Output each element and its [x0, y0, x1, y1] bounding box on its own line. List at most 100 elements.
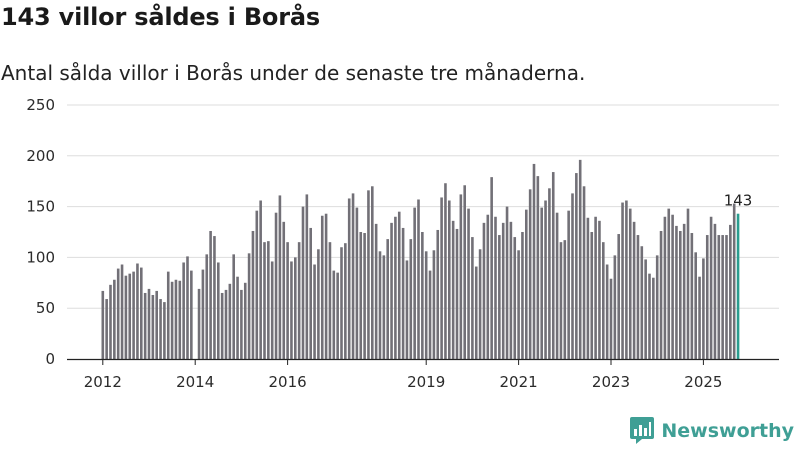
bar: [729, 224, 732, 359]
bar: [120, 264, 124, 359]
bar: [159, 299, 162, 359]
bar: [532, 163, 536, 359]
bar: [197, 288, 201, 359]
bar: [259, 200, 262, 359]
bar: [444, 183, 447, 359]
bar: [347, 198, 351, 359]
bar: [332, 270, 336, 359]
bar: [498, 235, 501, 359]
bar: [644, 259, 647, 359]
bar: [401, 227, 405, 359]
bar: [274, 212, 278, 359]
bar: [586, 217, 590, 359]
bar: [682, 223, 686, 359]
bar: [698, 276, 701, 359]
bar: [109, 284, 112, 359]
bar: [224, 289, 228, 359]
bar: [267, 241, 270, 359]
bar: [705, 235, 709, 359]
bar: [648, 273, 651, 359]
bar: [205, 254, 209, 359]
bar: [509, 221, 513, 359]
y-tick-label: 250: [26, 96, 55, 114]
bar: [166, 271, 170, 359]
bar: [163, 302, 166, 359]
bar: [551, 172, 555, 359]
bar: [540, 207, 543, 359]
bar: [679, 230, 682, 359]
bar: [367, 190, 370, 359]
bar: [702, 258, 705, 359]
x-tick-label: 2019: [407, 373, 445, 391]
bar: [732, 203, 736, 359]
bar: [471, 237, 474, 359]
x-tick-label: 2012: [84, 373, 122, 391]
bar: [405, 260, 409, 359]
bar: [590, 232, 594, 359]
bar: [505, 206, 509, 359]
bar: [297, 242, 301, 359]
bar: [659, 230, 663, 359]
bar: [575, 173, 578, 359]
bar: [628, 208, 632, 359]
bar: [436, 229, 440, 359]
bar: [232, 254, 235, 359]
bar: [671, 214, 674, 359]
bar: [136, 263, 139, 359]
bar: [217, 262, 220, 359]
bar: [178, 280, 182, 359]
bar: [494, 216, 497, 359]
bar: [282, 221, 286, 359]
chart-subtitle: Antal sålda villor i Borås under de sena…: [1, 61, 586, 85]
bar: [340, 247, 343, 359]
bar: [725, 235, 728, 359]
bar: [336, 272, 339, 359]
bar: [394, 216, 397, 359]
bar: [201, 269, 205, 359]
bar: [286, 242, 289, 359]
bar: [490, 177, 493, 359]
bar: [255, 210, 259, 359]
bar: [598, 220, 601, 359]
x-tick-label: 2021: [500, 373, 538, 391]
bar: [251, 230, 255, 359]
bar: [228, 283, 232, 359]
bar: [521, 232, 524, 359]
bar: [571, 193, 574, 359]
newsworthy-chart-icon: [630, 417, 655, 444]
bar: [582, 186, 586, 359]
bar: [486, 214, 490, 359]
bar: [113, 279, 116, 359]
bar: [501, 222, 505, 359]
bar: [459, 194, 463, 359]
bar: [440, 197, 443, 359]
bar: [525, 209, 528, 359]
bar: [301, 206, 305, 359]
bar: [243, 282, 247, 359]
bar: [640, 246, 644, 359]
bar: [713, 223, 717, 359]
bar: [240, 289, 243, 359]
brand-logo: Newsworthy: [630, 417, 794, 444]
y-tick-label: 200: [26, 147, 55, 165]
bar: [320, 215, 324, 359]
bar: [709, 216, 713, 359]
bar: [278, 195, 282, 359]
bar: [359, 232, 363, 359]
y-tick-label: 50: [36, 299, 55, 317]
bar: [344, 243, 347, 359]
bar: [478, 249, 482, 359]
bar: [690, 233, 694, 359]
bar: [528, 189, 532, 359]
bar: [421, 232, 424, 359]
bar: [132, 271, 135, 359]
bar: [124, 275, 128, 359]
bar: [455, 228, 459, 359]
brand-name: Newsworthy: [661, 419, 794, 442]
bar: [621, 202, 624, 359]
bar: [170, 281, 174, 359]
bar: [155, 290, 158, 359]
bar: [382, 255, 386, 359]
bar: [636, 235, 640, 359]
